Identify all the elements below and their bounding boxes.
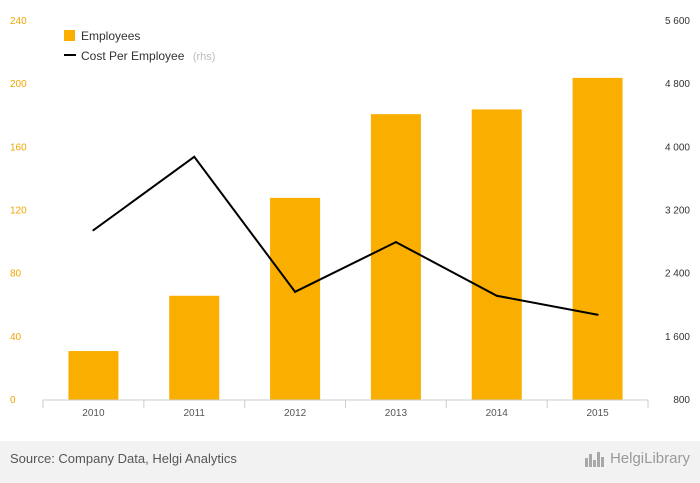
x-tick-label: 2015	[586, 408, 609, 419]
brand-name: HelgiLibrary	[609, 450, 690, 467]
legend-label-rhs: (rhs)	[193, 51, 216, 63]
left-tick-label: 80	[10, 269, 22, 280]
left-tick-label: 40	[10, 332, 22, 343]
cost-per-employee-point	[394, 241, 397, 244]
right-tick-label: 3 200	[665, 206, 690, 217]
legend-label-cost-per-employee: Cost Per Employee	[81, 49, 185, 63]
cost-per-employee-line	[92, 155, 599, 316]
employees-bar	[370, 114, 421, 400]
brand-logo: HelgiLibrary	[584, 450, 690, 467]
helgi-skyline-icon	[584, 451, 604, 467]
legend-swatch-employees	[64, 30, 75, 41]
right-tick-label: 800	[673, 395, 690, 406]
right-tick-label: 2 400	[665, 269, 690, 280]
right-axis: 800 1 600 2 400 3 200 4 000 4 800 5 600	[665, 16, 690, 406]
employees-bar	[270, 197, 321, 400]
left-tick-label: 120	[10, 206, 27, 217]
cost-per-employee-point	[596, 313, 599, 316]
source-note: Source: Company Data, Helgi Analytics	[10, 451, 237, 466]
left-tick-label: 200	[10, 79, 27, 90]
x-tick-label: 2010	[82, 408, 105, 419]
cost-per-employee-point	[193, 155, 196, 158]
employees-bars	[68, 77, 623, 400]
employees-bar	[572, 77, 623, 400]
legend-label-employees: Employees	[81, 29, 140, 43]
right-tick-label: 1 600	[665, 332, 690, 343]
left-tick-label: 160	[10, 142, 27, 153]
employees-bar	[68, 351, 119, 400]
left-tick-label: 0	[10, 395, 16, 406]
x-tick-label: 2012	[284, 408, 307, 419]
left-axis: 0 40 80 120 160 200 240	[10, 16, 27, 406]
x-axis: 2010 2011 2012 2013 2014 2015	[42, 400, 649, 419]
cost-per-employee-point	[495, 294, 498, 297]
right-tick-label: 4 800	[665, 79, 690, 90]
x-tick-label: 2014	[486, 408, 509, 419]
cost-per-employee-point	[294, 290, 297, 293]
footer: Source: Company Data, Helgi Analytics He…	[0, 441, 700, 483]
svg-text:Cost Per Employee (rhs): Cost Per Employee (rhs)	[81, 47, 215, 64]
employees-bar	[169, 295, 220, 400]
cost-per-employee-point	[92, 229, 95, 232]
right-tick-label: 5 600	[665, 16, 690, 27]
employees-bar	[471, 109, 522, 400]
right-tick-label: 4 000	[665, 142, 690, 153]
x-tick-label: 2013	[385, 408, 408, 419]
cost-per-employee-polyline	[92, 155, 598, 316]
left-tick-label: 240	[10, 16, 27, 27]
combo-chart: 0 40 80 120 160 200 240 800 1 600 2 400 3 200 4 00…	[10, 16, 690, 419]
x-tick-label: 2011	[183, 408, 205, 419]
legend: Employees Cost Per Employee (rhs)	[64, 29, 215, 64]
